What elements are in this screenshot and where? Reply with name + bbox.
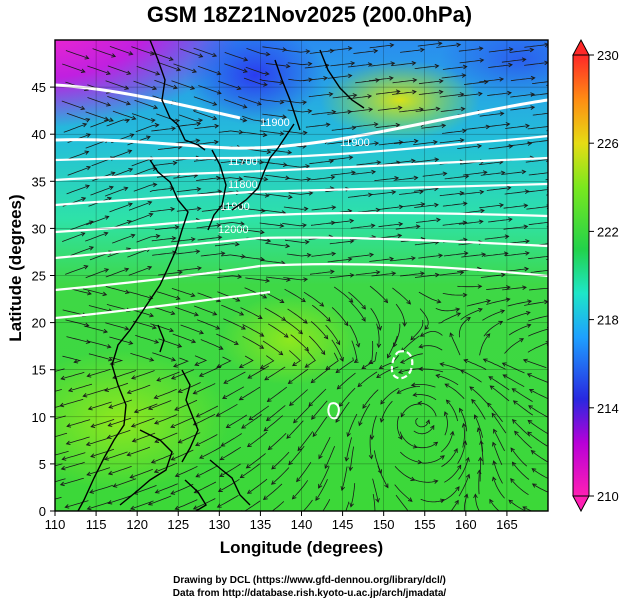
x-tick-label: 145: [332, 517, 354, 532]
y-tick-label: 30: [32, 221, 46, 236]
x-tick-label: 155: [414, 517, 436, 532]
y-tick-label: 45: [32, 80, 46, 95]
x-tick-label: 110: [45, 517, 66, 532]
contour-label: 11800: [228, 179, 258, 191]
x-tick-label: 150: [373, 517, 395, 532]
colorbar-tick-label: 222: [597, 224, 619, 239]
credit-drawing: Drawing by DCL (https://www.gfd-dennou.o…: [173, 575, 446, 586]
x-tick-label: 120: [126, 517, 148, 532]
geopotential-contours: 11900 11900 11700 11800 11900 12000: [55, 83, 548, 420]
contour-label: 12000: [218, 224, 249, 236]
colorbar-tick-label: 230: [597, 48, 619, 63]
y-tick-label: 25: [32, 269, 46, 284]
x-axis-ticks: 110 115 120 125 130 135 140 145 150 155 160 165: [45, 511, 518, 532]
x-axis-label: Longitude (degrees): [219, 538, 384, 557]
x-tick-label: 115: [86, 517, 107, 532]
contour-label: 11900: [220, 201, 250, 213]
credit-data-source: Data from http://database.rish.kyoto-u.a…: [172, 588, 447, 599]
colorbar-tick-label: 214: [597, 401, 619, 416]
y-tick-label: 35: [32, 174, 46, 189]
x-tick-label: 135: [250, 517, 272, 532]
colorbar-tick-label: 226: [597, 136, 619, 151]
contour-label: 11700: [228, 156, 258, 168]
y-axis-ticks: 0 5 10 15 20 25 30 35 40 45: [32, 80, 55, 519]
y-tick-label: 40: [32, 127, 46, 142]
colorbar-tick-label: 218: [597, 313, 619, 328]
temperature-field: 11900 11900 11700 11800 11900 12000: [55, 40, 548, 511]
x-tick-label: 160: [455, 517, 477, 532]
contour-label: 11900: [260, 117, 290, 129]
y-tick-label: 5: [39, 457, 46, 472]
y-tick-label: 10: [32, 410, 46, 425]
colorbar: 210 214 218 222 226 230: [572, 38, 619, 513]
y-tick-label: 0: [39, 504, 46, 519]
x-tick-label: 140: [291, 517, 313, 532]
y-tick-label: 15: [32, 363, 46, 378]
x-tick-label: 165: [496, 517, 518, 532]
x-tick-label: 130: [208, 517, 230, 532]
chart-title: GSM 18Z21Nov2025 (200.0hPa): [146, 2, 473, 27]
y-tick-label: 20: [32, 316, 46, 331]
y-axis-label: Latitude (degrees): [6, 194, 25, 342]
x-tick-label: 125: [167, 517, 189, 532]
contour-label: 11900: [340, 137, 370, 149]
colorbar-tick-label: 210: [597, 489, 619, 504]
